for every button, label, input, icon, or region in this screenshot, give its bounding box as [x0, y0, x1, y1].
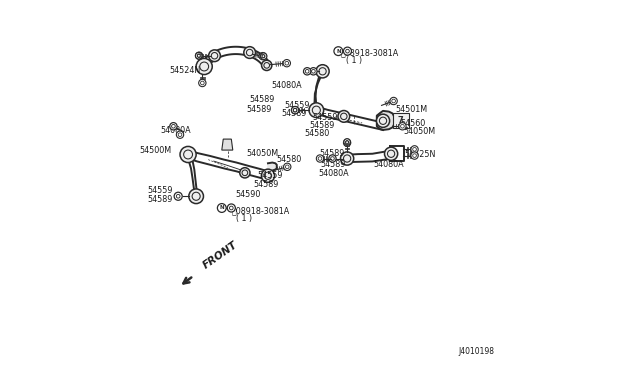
Circle shape — [411, 152, 418, 159]
Circle shape — [303, 68, 311, 75]
Circle shape — [209, 50, 220, 62]
Polygon shape — [222, 139, 233, 150]
Text: ⓝ08918-3081A: ⓝ08918-3081A — [231, 206, 289, 215]
Text: 54580: 54580 — [304, 129, 329, 138]
Text: 54590: 54590 — [235, 190, 260, 199]
Circle shape — [385, 147, 397, 160]
Text: 54559: 54559 — [284, 101, 310, 110]
Circle shape — [261, 169, 275, 182]
Circle shape — [316, 155, 324, 162]
Circle shape — [195, 52, 202, 59]
Circle shape — [195, 52, 203, 60]
Text: 54080A: 54080A — [373, 160, 404, 169]
Polygon shape — [377, 111, 394, 130]
Circle shape — [284, 163, 291, 170]
Circle shape — [316, 65, 329, 78]
Circle shape — [309, 103, 324, 118]
Circle shape — [344, 139, 351, 145]
Text: 54501M: 54501M — [395, 105, 428, 113]
Circle shape — [262, 60, 272, 71]
Circle shape — [340, 152, 354, 165]
Text: ( 1 ): ( 1 ) — [346, 56, 362, 65]
Text: 54589: 54589 — [253, 180, 278, 189]
Circle shape — [344, 139, 351, 147]
Circle shape — [218, 203, 226, 212]
Circle shape — [180, 147, 196, 163]
FancyBboxPatch shape — [392, 113, 409, 128]
Text: 54560: 54560 — [401, 119, 426, 128]
Circle shape — [344, 47, 351, 55]
Circle shape — [174, 192, 182, 200]
Text: N: N — [336, 49, 340, 54]
Circle shape — [291, 106, 299, 114]
Text: 54589: 54589 — [320, 160, 346, 169]
Circle shape — [259, 52, 266, 60]
Circle shape — [196, 58, 212, 74]
Circle shape — [399, 123, 406, 130]
Circle shape — [198, 79, 206, 87]
Circle shape — [177, 131, 184, 138]
Text: 54050M: 54050M — [246, 148, 278, 157]
Circle shape — [240, 168, 250, 178]
Circle shape — [227, 204, 236, 212]
Text: 54080A: 54080A — [161, 126, 191, 135]
Text: FRONT: FRONT — [201, 239, 239, 270]
Circle shape — [334, 47, 342, 55]
Text: 54589: 54589 — [309, 121, 335, 130]
Text: 54559: 54559 — [257, 171, 282, 180]
Text: 54589: 54589 — [282, 109, 307, 118]
Text: 54500M: 54500M — [140, 145, 172, 155]
Circle shape — [390, 97, 397, 105]
Text: 54589: 54589 — [250, 95, 275, 105]
Text: ( 1 ): ( 1 ) — [236, 214, 253, 223]
Circle shape — [260, 53, 267, 60]
Text: 54524N: 54524N — [170, 66, 201, 75]
Circle shape — [244, 46, 255, 58]
Circle shape — [189, 189, 204, 203]
Text: ⓝ08918-3081A: ⓝ08918-3081A — [340, 49, 399, 58]
Circle shape — [376, 114, 390, 127]
Text: 54559: 54559 — [312, 113, 337, 122]
Text: 54589: 54589 — [319, 148, 345, 157]
Text: 54050M: 54050M — [404, 127, 436, 136]
Text: 54080A: 54080A — [318, 169, 349, 178]
Circle shape — [329, 155, 336, 162]
Text: 7: 7 — [397, 116, 403, 125]
Circle shape — [291, 106, 299, 114]
Text: 54589: 54589 — [246, 105, 271, 113]
Text: 54080A: 54080A — [271, 81, 302, 90]
Text: J4010198: J4010198 — [458, 347, 494, 356]
Text: N: N — [220, 205, 224, 211]
Circle shape — [411, 146, 418, 153]
Text: 54525N: 54525N — [404, 150, 436, 159]
Text: 54580: 54580 — [276, 155, 301, 164]
Circle shape — [310, 68, 317, 75]
Circle shape — [283, 60, 291, 67]
Text: 54559: 54559 — [147, 186, 173, 195]
Polygon shape — [268, 163, 276, 171]
Circle shape — [170, 123, 177, 130]
Circle shape — [338, 110, 349, 122]
Text: 54589: 54589 — [147, 195, 173, 205]
